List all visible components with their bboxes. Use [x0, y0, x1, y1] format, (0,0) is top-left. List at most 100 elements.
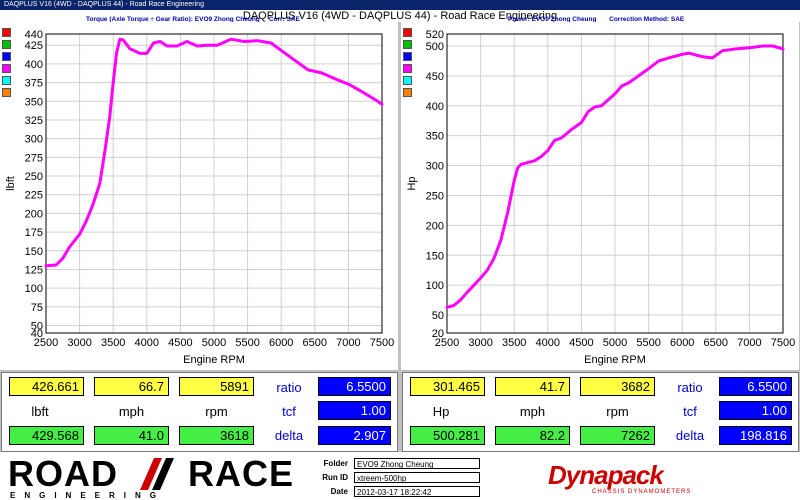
color-swatch[interactable] — [2, 76, 11, 85]
color-swatch[interactable] — [2, 28, 11, 37]
logo-road-text: ROAD — [8, 453, 118, 494]
left-rpm-cursor-value: 5891 — [179, 377, 254, 396]
right-rpm-cursor-value: 3682 — [580, 377, 655, 396]
y-tick-label: 325 — [25, 115, 43, 127]
left-rpm-peak-value: 3618 — [179, 426, 254, 445]
y-tick-label: 100 — [25, 283, 43, 295]
x-axis-label: Engine RPM — [584, 354, 646, 366]
x-tick-label: 5000 — [603, 337, 627, 349]
right-mph-peak-value: 82.2 — [495, 426, 570, 445]
left-delta-label: delta — [274, 428, 304, 443]
color-swatch[interactable] — [403, 64, 412, 73]
window-titlebar: DAQPLUS V16 (4WD - DAQPLUS 44) - Road Ra… — [0, 0, 800, 10]
y-tick-label: 75 — [31, 302, 43, 314]
right-chart-header: Power: EVO9 Zhong Cheung Correction Meth… — [508, 16, 684, 23]
x-tick-label: 7000 — [737, 337, 761, 349]
color-swatch[interactable] — [403, 52, 412, 61]
y-tick-label: 125 — [25, 264, 43, 276]
right-unit-mph: mph — [519, 404, 546, 419]
left-tcf-value: 1.00 — [318, 401, 391, 420]
y-tick-label: 300 — [426, 161, 444, 173]
x-tick-label: 4000 — [536, 337, 560, 349]
torque-chart: 2500 3000 3500 4000 4500 5000 5500 6000 6500 7000… — [5, 29, 394, 366]
right-unit-rpm: rpm — [606, 404, 629, 419]
color-swatch[interactable] — [403, 28, 412, 37]
x-tick-label: 3500 — [101, 337, 125, 349]
right-tcf-label: tcf — [683, 404, 697, 419]
y-tick-label: 200 — [426, 220, 444, 232]
color-swatch[interactable] — [2, 52, 11, 61]
x-tick-label: 6500 — [704, 337, 728, 349]
y-tick-label: 350 — [25, 96, 43, 108]
color-swatch[interactable] — [2, 64, 11, 73]
x-tick-label: 6000 — [269, 337, 293, 349]
left-unit-lbft: lbft — [31, 404, 49, 419]
x-tick-label: 2500 — [435, 337, 459, 349]
color-swatch[interactable] — [403, 88, 412, 97]
color-swatch[interactable] — [403, 76, 412, 85]
y-tick-label: 150 — [25, 246, 43, 258]
left-chart-header: Torque (Axle Torque ÷ Gear Ratio): EVO9 … — [86, 16, 300, 23]
x-tick-label: 3000 — [468, 337, 492, 349]
right-mph-cursor-value: 41.7 — [495, 377, 570, 396]
x-tick-label: 2500 — [34, 337, 58, 349]
logo-slash-icon — [118, 456, 188, 492]
plot-frame — [45, 33, 383, 334]
y-tick-label: 50 — [432, 310, 444, 322]
left-ratio-label: ratio — [276, 380, 302, 395]
left-ratio-value: 6.5500 — [318, 377, 391, 396]
y-tick-label: 200 — [25, 208, 43, 220]
y-axis-label: Hp — [406, 176, 418, 190]
y-tick-label: 300 — [25, 134, 43, 146]
right-readout-panel: 301.465 41.7 3682 Hp mph rpm 500.281 82.… — [402, 372, 799, 452]
logo-subtitle: ENGINEERING — [10, 491, 166, 500]
y-tick-label: 40 — [31, 328, 43, 340]
y-tick-label: 520 — [426, 29, 444, 41]
left-chart-header-corr: Corr: SAE — [268, 16, 300, 23]
y-tick-label: 400 — [25, 59, 43, 71]
right-ratio-label: ratio — [677, 380, 703, 395]
left-delta-value: 2.907 — [318, 426, 391, 445]
left-readout-panel: 426.661 66.7 5891 lbft mph rpm 429.568 4… — [1, 372, 398, 452]
y-tick-label: 275 — [25, 152, 43, 164]
plot-frame — [446, 33, 784, 334]
y-tick-label: 250 — [25, 171, 43, 183]
torque-chart-panel: 2500 3000 3500 4000 4500 5000 5500 6000 6500 7000… — [0, 22, 398, 370]
left-torque-peak-value: 429.568 — [9, 426, 84, 445]
y-tick-label: 400 — [426, 101, 444, 113]
y-tick-label: 225 — [25, 190, 43, 202]
window-title: DAQPLUS V16 (4WD - DAQPLUS 44) - Road Ra… — [4, 1, 204, 8]
left-torque-cursor-value: 426.661 — [9, 377, 84, 396]
left-tcf-label: tcf — [282, 404, 296, 419]
x-tick-label: 5500 — [235, 337, 259, 349]
left-unit-mph: mph — [118, 404, 145, 419]
road-race-logo: ROAD RACE — [8, 456, 294, 492]
dynapack-logo: Dynapack — [548, 460, 664, 490]
left-unit-rpm: rpm — [205, 404, 228, 419]
y-tick-label: 150 — [426, 250, 444, 262]
footer: ROAD RACE ENGINEERING Folder EVO9 Zhong C… — [0, 452, 800, 500]
x-tick-label: 3500 — [502, 337, 526, 349]
y-tick-label: 175 — [25, 227, 43, 239]
right-ratio-value: 6.5500 — [719, 377, 792, 396]
y-tick-label: 100 — [426, 280, 444, 292]
x-tick-label: 7500 — [370, 337, 394, 349]
right-chart-header-corr: Correction Method: SAE — [609, 16, 685, 23]
x-tick-label: 6000 — [670, 337, 694, 349]
right-hp-cursor-value: 301.465 — [410, 377, 485, 396]
color-swatch[interactable] — [403, 40, 412, 49]
x-tick-label: 7000 — [336, 337, 360, 349]
x-axis-label: Engine RPM — [183, 354, 245, 366]
date-value: 2012-03-17 18:22:42 — [354, 486, 480, 497]
right-delta-label: delta — [675, 428, 705, 443]
left-mph-peak-value: 41.0 — [94, 426, 169, 445]
y-tick-label: 250 — [426, 190, 444, 202]
x-tick-label: 3000 — [67, 337, 91, 349]
color-swatch[interactable] — [2, 40, 11, 49]
color-swatch[interactable] — [2, 88, 11, 97]
right-unit-hp: Hp — [432, 404, 450, 419]
right-rpm-peak-value: 7262 — [580, 426, 655, 445]
y-tick-label: 375 — [25, 78, 43, 90]
logo-race-text: RACE — [188, 453, 295, 494]
right-hp-peak-value: 500.281 — [410, 426, 485, 445]
